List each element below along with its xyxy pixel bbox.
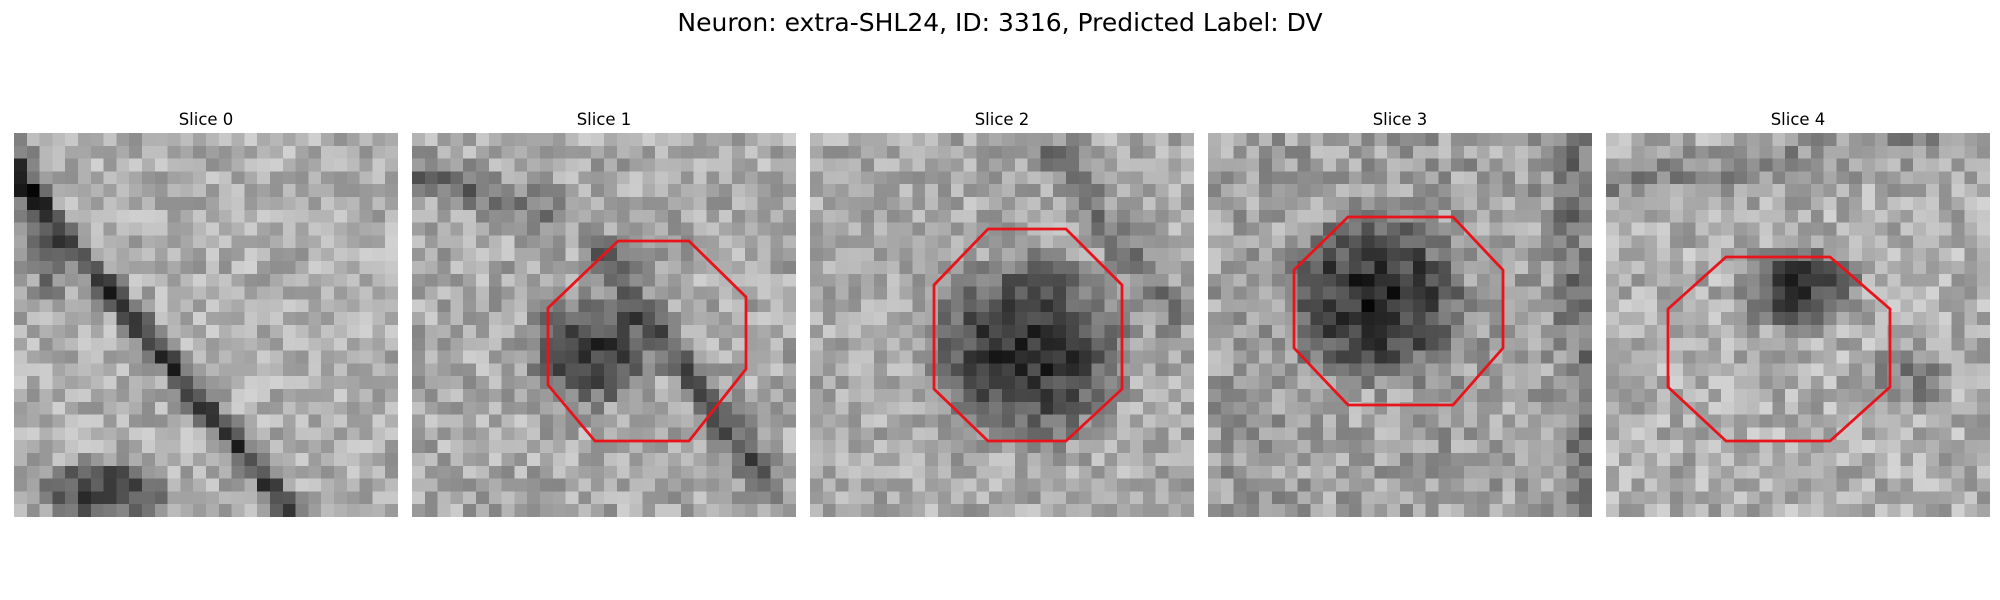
figure-title: Neuron: extra-SHL24, ID: 3316, Predicted…	[677, 8, 1323, 37]
slice-image-4	[1606, 133, 1990, 517]
slice-title-2: Slice 2	[974, 110, 1030, 129]
slice-image-3	[1208, 133, 1592, 517]
slice-panel-4: Slice 4	[1606, 108, 1990, 517]
slice-title-0: Slice 0	[178, 110, 234, 129]
slice-title-1: Slice 1	[576, 110, 632, 129]
slice-title-4: Slice 4	[1770, 110, 1826, 129]
slice-image-2	[810, 133, 1194, 517]
slice-image-1	[412, 133, 796, 517]
slice-panel-2: Slice 2	[810, 108, 1194, 517]
slice-image-0	[14, 133, 398, 517]
slice-panel-1: Slice 1	[412, 108, 796, 517]
slice-panel-0: Slice 0	[14, 108, 398, 517]
slice-panel-3: Slice 3	[1208, 108, 1592, 517]
slice-title-3: Slice 3	[1372, 110, 1428, 129]
